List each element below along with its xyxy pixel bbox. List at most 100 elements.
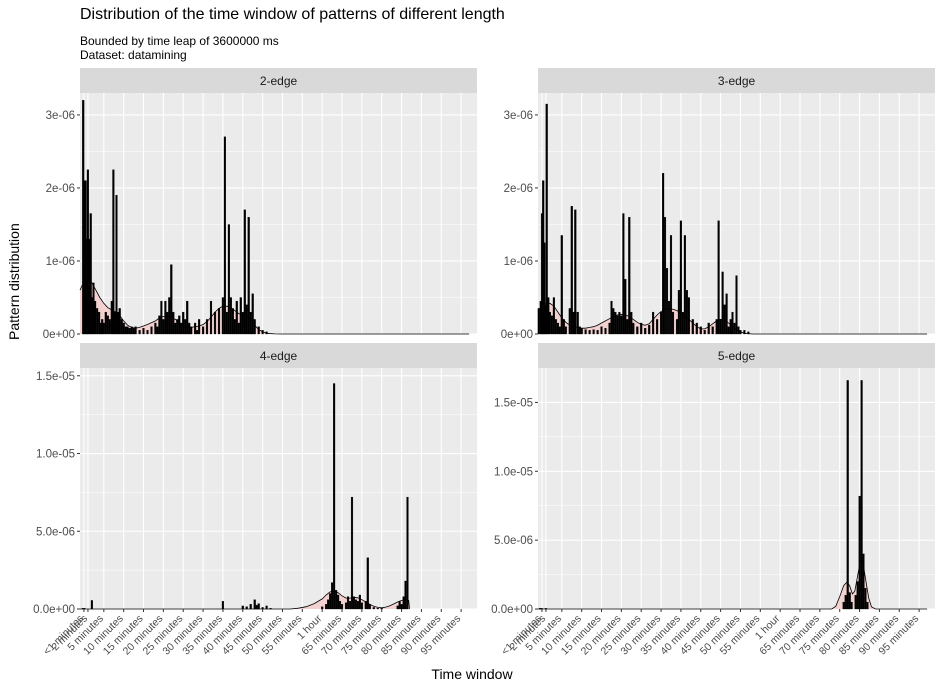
histogram-bar: [699, 326, 702, 335]
histogram-bar: [543, 242, 546, 335]
y-tick-label: 3e-06: [46, 110, 75, 122]
histogram-bar: [725, 293, 728, 335]
histogram-bar: [550, 315, 553, 335]
histogram-bar: [858, 495, 861, 610]
histogram-bar: [376, 608, 379, 610]
histogram-bar: [243, 209, 246, 335]
histogram-bar: [146, 330, 149, 335]
facet-strip: [538, 68, 935, 93]
histogram-bar: [241, 605, 244, 610]
histogram-bar: [660, 311, 663, 335]
histogram-bar: [537, 308, 540, 335]
y-tick-label: 0e+00: [501, 329, 533, 341]
histogram-bar: [721, 271, 724, 335]
histogram-bar: [196, 330, 199, 335]
histogram-bar: [172, 311, 175, 335]
histogram-bar: [346, 596, 350, 610]
histogram-bar: [249, 311, 252, 335]
histogram-bar: [556, 322, 559, 335]
histogram-bar: [735, 275, 738, 335]
histogram-bar: [366, 557, 369, 610]
histogram-bar: [402, 596, 405, 610]
histogram-bar: [626, 319, 629, 335]
histogram-bar: [89, 213, 92, 335]
histogram-bar: [564, 326, 567, 335]
facet-panel-2-edge: 2-edge 0e+00 1e-06 2e-06 3e-06: [43, 68, 477, 341]
histogram-bar: [120, 319, 123, 335]
histogram-bar: [134, 326, 137, 335]
histogram-bar: [636, 326, 639, 335]
histogram-bar: [130, 326, 133, 335]
histogram-bar: [333, 383, 336, 610]
histogram-bar: [182, 311, 185, 335]
histogram-bar: [128, 328, 131, 335]
histogram-bar: [695, 322, 698, 335]
histogram-bar: [331, 582, 334, 610]
histogram-bar: [164, 300, 167, 335]
histogram-bar: [604, 328, 607, 335]
y-tick-label: 1.5e-05: [36, 371, 75, 383]
x-axis-label: Time window: [431, 666, 513, 682]
panel-background: [80, 368, 477, 609]
histogram-bar: [568, 308, 571, 335]
y-tick-label: 2e-06: [504, 183, 533, 195]
histogram-bar: [245, 304, 248, 335]
histogram-bar: [354, 599, 357, 610]
histogram-bar: [221, 297, 224, 335]
histogram-bar: [253, 319, 256, 335]
histogram-bar: [630, 311, 633, 335]
histogram-bar: [727, 326, 730, 335]
histogram-bar: [255, 604, 258, 610]
y-tick-label: 1e-06: [504, 256, 533, 268]
histogram-bar: [663, 217, 667, 335]
histogram-bar: [640, 322, 643, 335]
histogram-bar: [404, 580, 407, 610]
histogram-bar: [118, 308, 121, 335]
histogram-bar: [108, 319, 111, 335]
histogram-bar: [225, 311, 228, 335]
histogram-bar: [717, 220, 720, 335]
y-tick-label: 1.0e-05: [36, 449, 75, 461]
histogram-bar: [205, 319, 209, 335]
histogram-bar: [743, 330, 746, 335]
histogram-bar: [667, 300, 671, 335]
histogram-bar: [338, 601, 342, 610]
histogram-bar: [233, 319, 236, 335]
histogram-bar: [102, 322, 105, 335]
histogram-bar: [180, 322, 183, 335]
histogram-bar: [106, 315, 109, 335]
histogram-bar: [174, 322, 177, 335]
histogram-bar: [352, 596, 355, 610]
histogram-bar: [856, 581, 859, 610]
histogram-bar: [580, 328, 583, 335]
histogram-bar: [150, 326, 153, 335]
histogram-bar: [406, 496, 409, 610]
histogram-bar: [237, 322, 240, 335]
histogram-bar: [622, 213, 625, 335]
histogram-bar: [652, 311, 655, 335]
chart-subtitle-line-1: Bounded by time leap of 3600000 ms: [80, 34, 279, 48]
panel-background: [80, 93, 477, 334]
histogram-bar: [707, 322, 710, 335]
y-tick-label: 1.0e-05: [494, 466, 533, 478]
density-line: [80, 590, 410, 610]
histogram-bar: [241, 311, 244, 335]
histogram-bar: [358, 594, 361, 610]
histogram-bar: [221, 601, 224, 610]
histogram-bar: [558, 326, 561, 335]
histogram-bar: [96, 308, 99, 335]
histogram-bar: [325, 604, 328, 610]
histogram-bar: [685, 290, 688, 335]
facet-strip: [538, 343, 935, 368]
y-tick-label: 3e-06: [504, 110, 533, 122]
facet-strip-label: 3-edge: [718, 74, 756, 88]
histogram-bar: [683, 235, 686, 335]
histogram-bar: [866, 601, 869, 610]
histogram-bar: [723, 304, 726, 335]
histogram-bar: [850, 601, 853, 610]
y-tick-label: 5.0e-06: [494, 535, 533, 547]
histogram-bar: [138, 330, 141, 335]
histogram-bar: [618, 311, 621, 335]
